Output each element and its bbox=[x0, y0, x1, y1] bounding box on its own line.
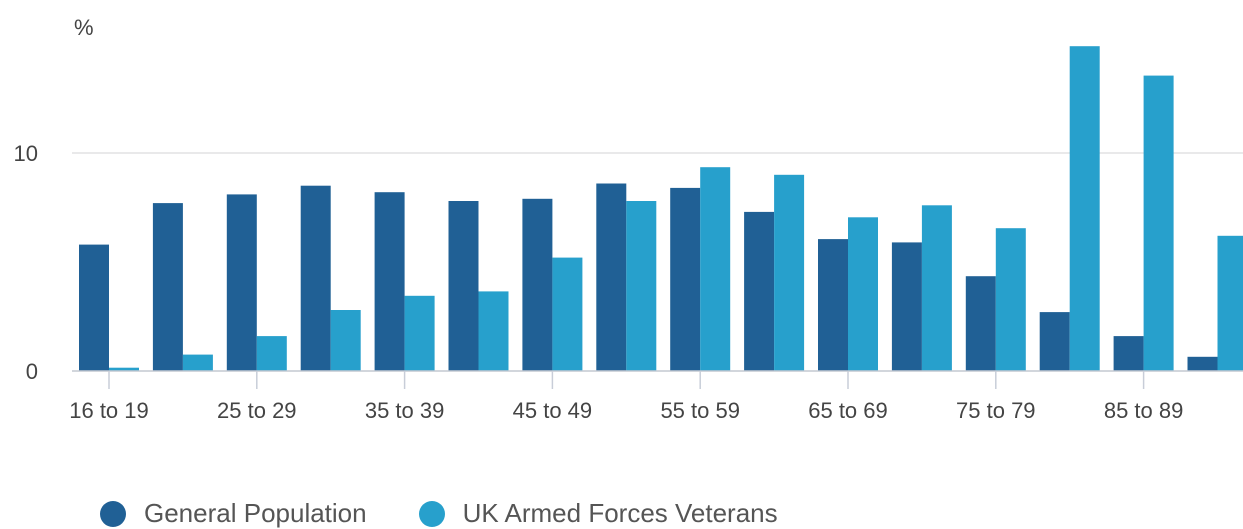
bar-uk-armed-forces-veterans bbox=[774, 175, 804, 371]
y-axis-ticks: 0 10 bbox=[14, 141, 38, 384]
bar-general-population bbox=[1114, 336, 1144, 371]
legend-item-uk-armed-forces-veterans: UK Armed Forces Veterans bbox=[419, 498, 778, 529]
bar-uk-armed-forces-veterans bbox=[405, 296, 435, 371]
bar-uk-armed-forces-veterans bbox=[552, 258, 582, 371]
bar-uk-armed-forces-veterans bbox=[183, 355, 213, 371]
x-tick-label: 85 to 89 bbox=[1104, 398, 1184, 423]
bar-general-population bbox=[79, 245, 109, 371]
bar-uk-armed-forces-veterans bbox=[257, 336, 287, 371]
bar-uk-armed-forces-veterans bbox=[922, 205, 952, 371]
bar-uk-armed-forces-veterans bbox=[1070, 46, 1100, 371]
legend-swatch-uk-armed-forces-veterans bbox=[419, 501, 445, 527]
bar-uk-armed-forces-veterans bbox=[626, 201, 656, 371]
bar-general-population bbox=[670, 188, 700, 371]
x-tick-label: 16 to 19 bbox=[69, 398, 149, 423]
x-tick-label: 55 to 59 bbox=[660, 398, 740, 423]
legend-label-uk-armed-forces-veterans: UK Armed Forces Veterans bbox=[463, 498, 778, 529]
bar-uk-armed-forces-veterans bbox=[479, 291, 509, 371]
legend-label-general-population: General Population bbox=[144, 498, 367, 529]
x-tick-label: 25 to 29 bbox=[217, 398, 297, 423]
bar-general-population bbox=[522, 199, 552, 371]
x-tick-label: 45 to 49 bbox=[513, 398, 593, 423]
x-tick-label: 75 to 79 bbox=[956, 398, 1036, 423]
bar-general-population bbox=[153, 203, 183, 371]
bar-uk-armed-forces-veterans bbox=[700, 167, 730, 371]
bar-uk-armed-forces-veterans bbox=[331, 310, 361, 371]
y-tick-label: 0 bbox=[26, 359, 38, 384]
bar-general-population bbox=[1188, 357, 1218, 371]
bars bbox=[79, 46, 1243, 371]
x-axis-ticks: 16 to 19 25 to 29 35 to 39 45 to 49 55 to 59… bbox=[69, 371, 1183, 423]
bar-general-population bbox=[892, 242, 922, 371]
bar-general-population bbox=[449, 201, 479, 371]
bar-general-population bbox=[301, 186, 331, 371]
bar-uk-armed-forces-veterans bbox=[848, 217, 878, 371]
bar-general-population bbox=[966, 276, 996, 371]
bar-general-population bbox=[227, 194, 257, 371]
bar-general-population bbox=[1040, 312, 1070, 371]
legend-item-general-population: General Population bbox=[100, 498, 367, 529]
x-tick-label: 65 to 69 bbox=[808, 398, 888, 423]
bar-uk-armed-forces-veterans bbox=[1144, 76, 1174, 371]
x-tick-label: 35 to 39 bbox=[365, 398, 445, 423]
bar-uk-armed-forces-veterans bbox=[996, 228, 1026, 371]
bar-general-population bbox=[744, 212, 774, 371]
y-axis-unit-label: % bbox=[74, 15, 94, 40]
bar-general-population bbox=[375, 192, 405, 371]
bar-general-population bbox=[596, 184, 626, 372]
legend-swatch-general-population bbox=[100, 501, 126, 527]
legend: General Population UK Armed Forces Veter… bbox=[100, 498, 830, 529]
y-tick-label: 10 bbox=[14, 141, 38, 166]
bar-uk-armed-forces-veterans bbox=[1218, 236, 1243, 371]
bar-general-population bbox=[818, 239, 848, 371]
